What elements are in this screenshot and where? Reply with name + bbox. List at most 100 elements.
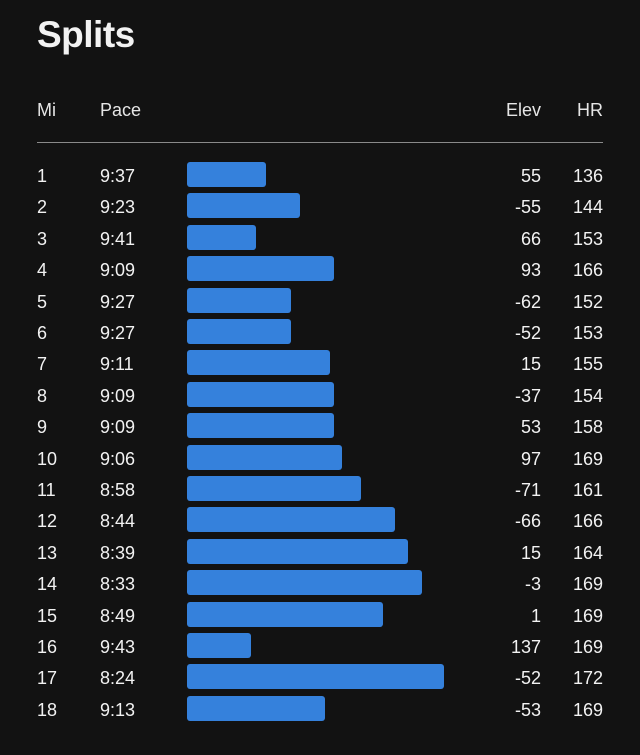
split-mile: 15	[37, 605, 58, 626]
split-pace: 8:49	[100, 605, 136, 626]
split-hr: 158	[572, 417, 603, 438]
split-elev: 15	[520, 542, 541, 563]
split-hr: 153	[572, 323, 603, 343]
page-title: Splits	[37, 14, 135, 55]
pace-bar	[187, 413, 335, 439]
split-elev: -66	[514, 511, 541, 532]
split-pace: 8:58	[100, 480, 136, 500]
split-elev: 15	[520, 354, 541, 375]
split-pace: 8:44	[100, 511, 136, 532]
split-mile: 4	[37, 260, 48, 281]
split-mile: 1	[37, 166, 48, 186]
split-pace: 9:06	[100, 448, 136, 469]
pace-bar	[187, 162, 267, 187]
split-mile: 5	[37, 291, 48, 312]
pace-bar	[187, 538, 408, 564]
table-row: 1 9:37 55 136	[0, 162, 640, 193]
split-mile: 6	[37, 323, 48, 343]
split-elev: 55	[520, 166, 541, 186]
split-elev: -53	[514, 699, 541, 720]
split-pace: 9:37	[100, 166, 136, 186]
split-hr: 144	[572, 197, 603, 218]
split-mile: 17	[37, 668, 58, 689]
split-pace: 9:23	[100, 197, 136, 218]
header-mi: Mi	[37, 100, 56, 120]
split-mile: 3	[37, 228, 48, 249]
split-pace: 9:43	[100, 637, 136, 657]
pace-bar	[187, 695, 325, 721]
table-row: 2 9:23 -55 144	[0, 193, 640, 224]
split-pace: 9:09	[100, 417, 136, 438]
table-row: 12 8:44 -66 166	[0, 507, 640, 538]
split-mile: 12	[37, 511, 58, 532]
pace-bar	[187, 256, 335, 282]
split-hr: 169	[572, 448, 603, 469]
split-elev: 1	[530, 605, 541, 626]
split-elev: 66	[520, 228, 541, 249]
split-hr: 136	[572, 166, 603, 186]
split-hr: 164	[572, 542, 603, 563]
split-mile: 13	[37, 542, 58, 563]
split-elev: -3	[524, 574, 541, 595]
table-row: 18 9:13 -53 169	[0, 695, 640, 727]
pace-bar	[187, 476, 362, 501]
split-elev: 53	[520, 417, 541, 438]
table-row: 5 9:27 -62 152	[0, 287, 640, 319]
table-row: 6 9:27 -52 153	[0, 319, 640, 350]
split-hr: 172	[572, 668, 603, 689]
pace-bar	[187, 381, 335, 407]
split-hr: 161	[572, 480, 603, 500]
split-elev: 97	[520, 448, 541, 469]
table-row: 11 8:58 -71 161	[0, 476, 640, 507]
split-pace: 9:09	[100, 385, 136, 406]
header-elev: Elev	[505, 100, 541, 120]
split-hr: 169	[572, 699, 603, 720]
split-mile: 9	[37, 417, 48, 438]
table-row: 3 9:41 66 153	[0, 224, 640, 256]
table-row: 16 9:43 137 169	[0, 633, 640, 664]
split-hr: 153	[572, 228, 603, 249]
table-row: 13 8:39 15 164	[0, 538, 640, 570]
split-pace: 8:24	[100, 668, 136, 689]
pace-bar	[187, 287, 291, 313]
pace-bar	[187, 224, 257, 250]
split-mile: 11	[37, 480, 56, 500]
table-row: 9 9:09 53 158	[0, 413, 640, 444]
split-hr: 169	[572, 605, 603, 626]
table-row: 7 9:11 15 155	[0, 350, 640, 381]
split-hr: 154	[572, 385, 603, 406]
split-elev: -52	[514, 668, 541, 689]
table-row: 8 9:09 -37 154	[0, 381, 640, 413]
table-row: 4 9:09 93 166	[0, 256, 640, 287]
header-hr: HR	[577, 100, 603, 120]
split-mile: 14	[37, 574, 58, 595]
split-hr: 152	[572, 291, 603, 312]
split-hr: 155	[572, 354, 603, 375]
split-pace: 9:41	[100, 228, 136, 249]
split-elev: 137	[510, 637, 541, 657]
split-mile: 18	[37, 699, 58, 720]
split-elev: -37	[514, 385, 541, 406]
split-mile: 8	[37, 385, 48, 406]
pace-bar	[187, 601, 384, 627]
table-row: 15 8:49 1 169	[0, 601, 640, 633]
split-elev: -55	[514, 197, 541, 218]
table-row: 17 8:24 -52 172	[0, 664, 640, 695]
split-pace: 8:33	[100, 574, 136, 595]
header-divider	[37, 142, 603, 143]
split-elev: 93	[520, 260, 541, 281]
split-hr: 169	[572, 574, 603, 595]
split-mile: 10	[37, 448, 58, 469]
pace-bar	[187, 570, 423, 596]
pace-bar	[187, 507, 396, 533]
split-pace: 9:27	[100, 291, 136, 312]
pace-bar	[187, 319, 291, 344]
split-elev: -52	[514, 323, 541, 343]
split-pace: 9:27	[100, 323, 136, 343]
table-row: 10 9:06 97 169	[0, 444, 640, 476]
pace-bar	[187, 193, 301, 219]
header-pace: Pace	[100, 100, 142, 120]
pace-bar	[187, 633, 252, 658]
table-row: 14 8:33 -3 169	[0, 570, 640, 601]
split-mile: 7	[37, 354, 48, 375]
